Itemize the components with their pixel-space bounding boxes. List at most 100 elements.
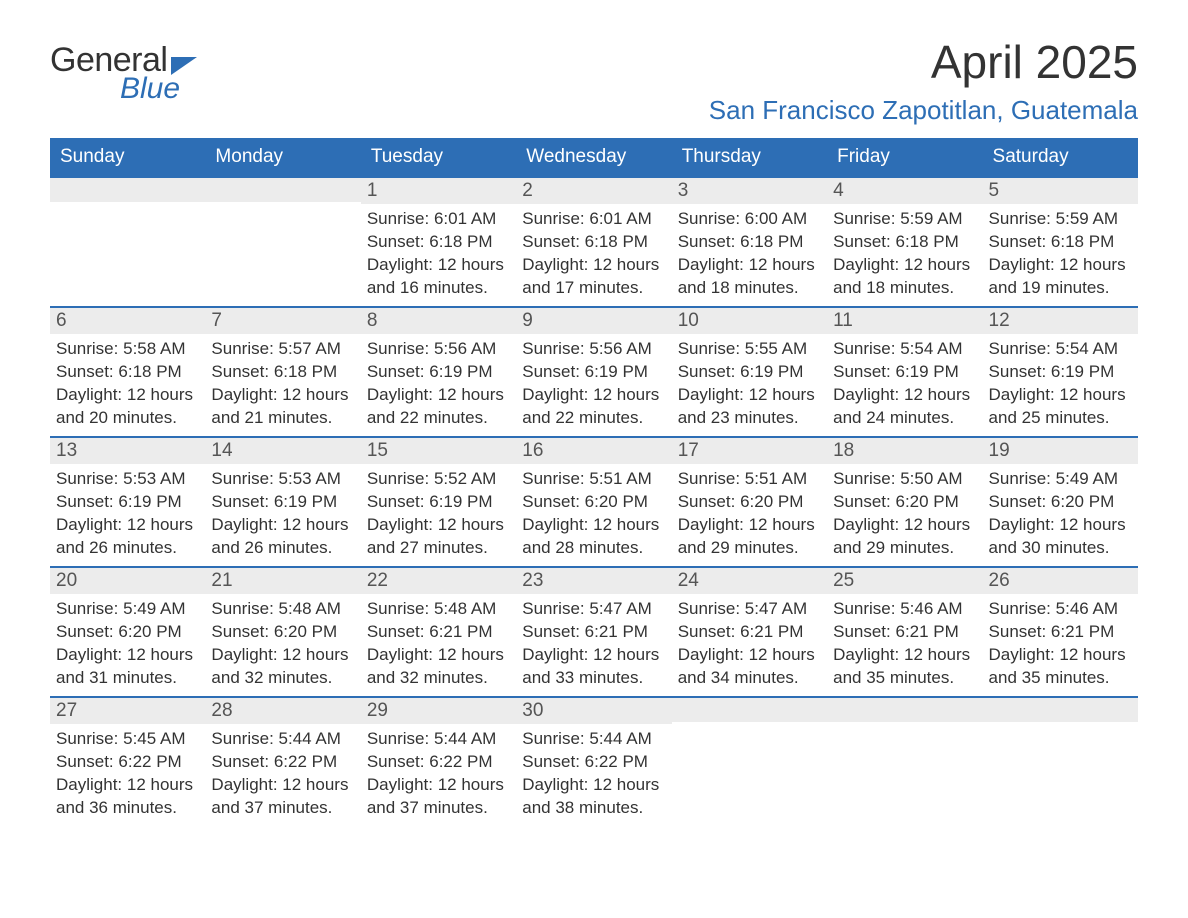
- sunrise-line: Sunrise: 5:56 AM: [522, 338, 665, 361]
- day-content: Sunrise: 5:50 AMSunset: 6:20 PMDaylight:…: [827, 464, 982, 564]
- day-cell: 17Sunrise: 5:51 AMSunset: 6:20 PMDayligh…: [672, 438, 827, 566]
- daylight-line: Daylight: 12 hours and 37 minutes.: [211, 774, 354, 820]
- day-cell: 30Sunrise: 5:44 AMSunset: 6:22 PMDayligh…: [516, 698, 671, 826]
- sunrise-line: Sunrise: 5:44 AM: [211, 728, 354, 751]
- day-number: 5: [983, 178, 1138, 204]
- day-content: Sunrise: 6:01 AMSunset: 6:18 PMDaylight:…: [361, 204, 516, 304]
- day-cell: 27Sunrise: 5:45 AMSunset: 6:22 PMDayligh…: [50, 698, 205, 826]
- weekday-header: Thursday: [672, 138, 827, 176]
- sunrise-line: Sunrise: 5:48 AM: [367, 598, 510, 621]
- sunrise-line: Sunrise: 5:48 AM: [211, 598, 354, 621]
- day-number: 29: [361, 698, 516, 724]
- sunrise-line: Sunrise: 5:46 AM: [833, 598, 976, 621]
- daylight-line: Daylight: 12 hours and 18 minutes.: [678, 254, 821, 300]
- sunrise-line: Sunrise: 5:50 AM: [833, 468, 976, 491]
- sunset-line: Sunset: 6:19 PM: [678, 361, 821, 384]
- sunset-line: Sunset: 6:21 PM: [833, 621, 976, 644]
- day-content: Sunrise: 5:59 AMSunset: 6:18 PMDaylight:…: [827, 204, 982, 304]
- day-number: 3: [672, 178, 827, 204]
- day-content: Sunrise: 5:56 AMSunset: 6:19 PMDaylight:…: [361, 334, 516, 434]
- sunset-line: Sunset: 6:20 PM: [678, 491, 821, 514]
- day-number: 17: [672, 438, 827, 464]
- day-cell: [50, 178, 205, 306]
- sunset-line: Sunset: 6:21 PM: [367, 621, 510, 644]
- sunset-line: Sunset: 6:18 PM: [989, 231, 1132, 254]
- sunrise-line: Sunrise: 5:53 AM: [211, 468, 354, 491]
- daylight-line: Daylight: 12 hours and 31 minutes.: [56, 644, 199, 690]
- day-number: 30: [516, 698, 671, 724]
- day-number: [983, 698, 1138, 722]
- day-content: Sunrise: 6:01 AMSunset: 6:18 PMDaylight:…: [516, 204, 671, 304]
- day-content: Sunrise: 5:47 AMSunset: 6:21 PMDaylight:…: [516, 594, 671, 694]
- day-cell: 24Sunrise: 5:47 AMSunset: 6:21 PMDayligh…: [672, 568, 827, 696]
- daylight-line: Daylight: 12 hours and 35 minutes.: [833, 644, 976, 690]
- sunrise-line: Sunrise: 5:47 AM: [522, 598, 665, 621]
- sunrise-line: Sunrise: 5:57 AM: [211, 338, 354, 361]
- daylight-line: Daylight: 12 hours and 29 minutes.: [833, 514, 976, 560]
- day-content: Sunrise: 5:54 AMSunset: 6:19 PMDaylight:…: [827, 334, 982, 434]
- day-cell: 14 Sunrise: 5:53 AMSunset: 6:19 PMDayligh…: [205, 438, 360, 566]
- week-row: 20Sunrise: 5:49 AMSunset: 6:20 PMDayligh…: [50, 566, 1138, 696]
- day-content: Sunrise: 5:44 AMSunset: 6:22 PMDaylight:…: [361, 724, 516, 824]
- day-number: 12: [983, 308, 1138, 334]
- daylight-line: Daylight: 12 hours and 24 minutes.: [833, 384, 976, 430]
- day-content: Sunrise: 5:44 AMSunset: 6:22 PMDaylight:…: [205, 724, 360, 824]
- day-number: 18: [827, 438, 982, 464]
- day-cell: 22Sunrise: 5:48 AMSunset: 6:21 PMDayligh…: [361, 568, 516, 696]
- sunset-line: Sunset: 6:18 PM: [833, 231, 976, 254]
- day-cell: 10Sunrise: 5:55 AMSunset: 6:19 PMDayligh…: [672, 308, 827, 436]
- day-cell: 15Sunrise: 5:52 AMSunset: 6:19 PMDayligh…: [361, 438, 516, 566]
- day-cell: 9Sunrise: 5:56 AMSunset: 6:19 PMDaylight…: [516, 308, 671, 436]
- day-number: 21: [205, 568, 360, 594]
- sunset-line: Sunset: 6:22 PM: [56, 751, 199, 774]
- week-row: 6Sunrise: 5:58 AMSunset: 6:18 PMDaylight…: [50, 306, 1138, 436]
- day-cell: 28Sunrise: 5:44 AMSunset: 6:22 PMDayligh…: [205, 698, 360, 826]
- sunset-line: Sunset: 6:18 PM: [522, 231, 665, 254]
- weekday-header: Friday: [827, 138, 982, 176]
- day-number: 19: [983, 438, 1138, 464]
- day-cell: 26Sunrise: 5:46 AMSunset: 6:21 PMDayligh…: [983, 568, 1138, 696]
- day-content: Sunrise: 5:56 AMSunset: 6:19 PMDaylight:…: [516, 334, 671, 434]
- day-number: 11: [827, 308, 982, 334]
- day-cell: [672, 698, 827, 826]
- weekday-header: Wednesday: [516, 138, 671, 176]
- day-number: 7: [205, 308, 360, 334]
- daylight-line: Daylight: 12 hours and 36 minutes.: [56, 774, 199, 820]
- day-content: Sunrise: 5:46 AMSunset: 6:21 PMDaylight:…: [827, 594, 982, 694]
- day-cell: [827, 698, 982, 826]
- day-cell: 29Sunrise: 5:44 AMSunset: 6:22 PMDayligh…: [361, 698, 516, 826]
- sunrise-line: Sunrise: 5:51 AM: [522, 468, 665, 491]
- sunset-line: Sunset: 6:18 PM: [678, 231, 821, 254]
- sunset-line: Sunset: 6:19 PM: [367, 491, 510, 514]
- sunset-line: Sunset: 6:20 PM: [522, 491, 665, 514]
- day-cell: 5Sunrise: 5:59 AMSunset: 6:18 PMDaylight…: [983, 178, 1138, 306]
- daylight-line: Daylight: 12 hours and 17 minutes.: [522, 254, 665, 300]
- sunrise-line: Sunrise: 6:00 AM: [678, 208, 821, 231]
- day-cell: 4Sunrise: 5:59 AMSunset: 6:18 PMDaylight…: [827, 178, 982, 306]
- day-number: 8: [361, 308, 516, 334]
- daylight-line: Daylight: 12 hours and 26 minutes.: [211, 514, 354, 560]
- day-number: 15: [361, 438, 516, 464]
- day-content: Sunrise: 5:58 AMSunset: 6:18 PMDaylight:…: [50, 334, 205, 434]
- day-number: 23: [516, 568, 671, 594]
- day-number: 6: [50, 308, 205, 334]
- sunset-line: Sunset: 6:19 PM: [211, 491, 354, 514]
- day-cell: 19Sunrise: 5:49 AMSunset: 6:20 PMDayligh…: [983, 438, 1138, 566]
- logo: General Blue: [50, 35, 197, 106]
- day-cell: 2Sunrise: 6:01 AMSunset: 6:18 PMDaylight…: [516, 178, 671, 306]
- title-block: April 2025 San Francisco Zapotitlan, Gua…: [709, 35, 1138, 126]
- day-cell: 16Sunrise: 5:51 AMSunset: 6:20 PMDayligh…: [516, 438, 671, 566]
- daylight-line: Daylight: 12 hours and 18 minutes.: [833, 254, 976, 300]
- day-content: Sunrise: 5:44 AMSunset: 6:22 PMDaylight:…: [516, 724, 671, 824]
- sunrise-line: Sunrise: 5:44 AM: [522, 728, 665, 751]
- day-cell: 3 Sunrise: 6:00 AMSunset: 6:18 PMDaylight…: [672, 178, 827, 306]
- week-row: 1Sunrise: 6:01 AMSunset: 6:18 PMDaylight…: [50, 176, 1138, 306]
- day-cell: 1Sunrise: 6:01 AMSunset: 6:18 PMDaylight…: [361, 178, 516, 306]
- day-number: 14: [205, 438, 360, 464]
- day-content: Sunrise: 5:48 AMSunset: 6:20 PMDaylight:…: [205, 594, 360, 694]
- daylight-line: Daylight: 12 hours and 28 minutes.: [522, 514, 665, 560]
- weekday-header: Tuesday: [361, 138, 516, 176]
- day-cell: 6Sunrise: 5:58 AMSunset: 6:18 PMDaylight…: [50, 308, 205, 436]
- weekday-header: Sunday: [50, 138, 205, 176]
- sunrise-line: Sunrise: 5:52 AM: [367, 468, 510, 491]
